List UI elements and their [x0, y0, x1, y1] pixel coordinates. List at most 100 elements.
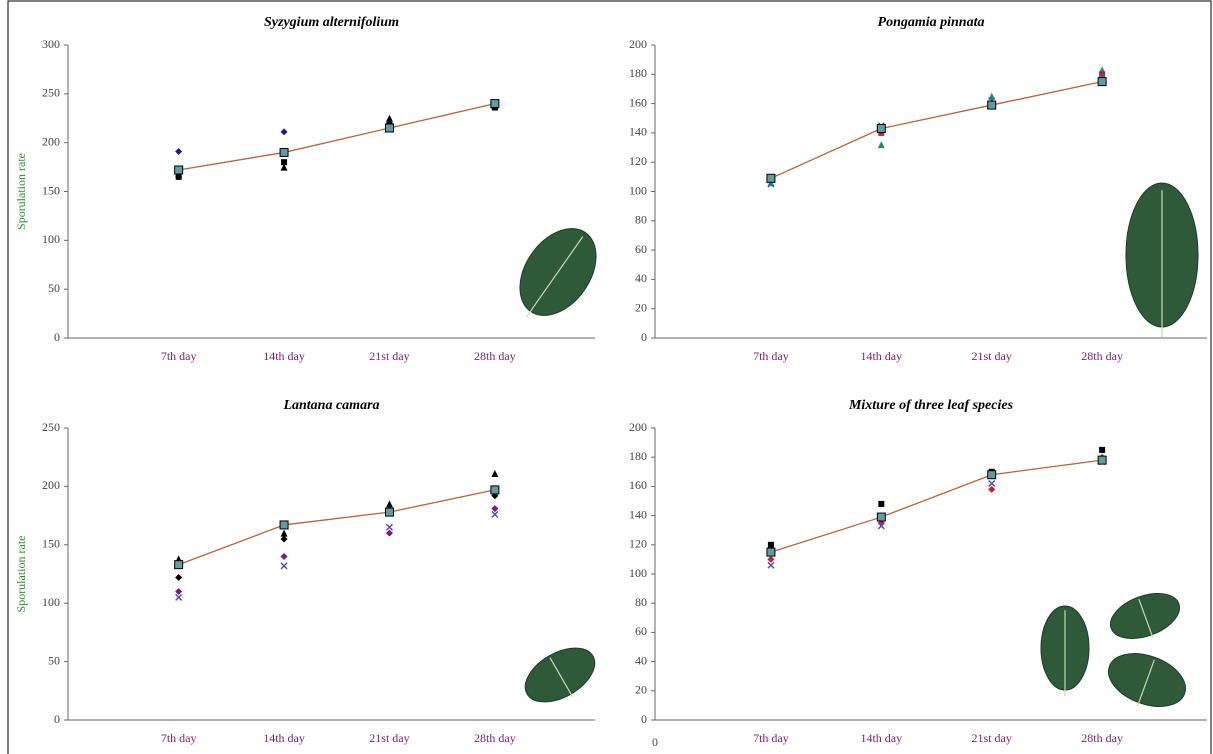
y-tick-label: 180 — [629, 66, 647, 80]
x-tick-label: 14th day — [860, 349, 902, 363]
point — [280, 552, 288, 560]
y-tick-label: 40 — [635, 271, 647, 285]
y-tick-label: 80 — [635, 213, 647, 227]
point — [767, 555, 775, 563]
point — [385, 114, 393, 122]
point — [385, 529, 393, 537]
point — [491, 470, 499, 478]
x-tick-label: 7th day — [753, 731, 789, 745]
point — [491, 510, 499, 518]
leaf-image — [519, 228, 597, 318]
point — [281, 159, 288, 166]
point — [175, 574, 183, 582]
mean-point — [876, 512, 886, 522]
y-tick-label: 50 — [48, 281, 60, 295]
chart-title: Mixture of three leaf species — [848, 398, 1014, 413]
point — [767, 561, 775, 569]
x-tick-label: 7th day — [753, 349, 789, 363]
point — [877, 522, 885, 530]
y-tick-label: 20 — [635, 683, 647, 697]
mean-line — [770, 80, 1103, 179]
mean-point — [1097, 455, 1107, 465]
mean-point — [1097, 77, 1107, 87]
mean-point — [174, 165, 184, 175]
mean-line — [770, 459, 1103, 553]
y-tick-label: 120 — [629, 537, 647, 551]
mean-line — [178, 489, 496, 566]
y-tick-label: 250 — [42, 86, 60, 100]
mean-point — [876, 124, 886, 134]
mean-point — [384, 507, 394, 517]
point — [280, 562, 288, 570]
chart-title: Lantana camara — [282, 398, 379, 413]
x-tick-label: 21st day — [369, 349, 409, 363]
x-tick-label: 14th day — [263, 349, 305, 363]
leaf-image — [1108, 653, 1186, 707]
mean-point — [490, 99, 500, 109]
y-tick-label: 160 — [629, 95, 647, 109]
point — [280, 128, 288, 136]
y-tick-label: 200 — [629, 420, 647, 434]
x-tick-label: 28th day — [1081, 731, 1123, 745]
y-tick-label: 40 — [635, 653, 647, 667]
y-tick-label: 200 — [42, 134, 60, 148]
point — [175, 588, 183, 596]
y-tick-label: 150 — [42, 183, 60, 197]
x-tick-label: 14th day — [860, 731, 902, 745]
point — [1099, 71, 1106, 78]
y-tick-label: 250 — [42, 420, 60, 434]
point — [385, 523, 393, 531]
y-tick-label: 0 — [641, 712, 647, 726]
point — [280, 163, 288, 171]
x-tick-label: 21st day — [369, 731, 409, 745]
x-tick-label: 21st day — [972, 731, 1012, 745]
point — [491, 505, 499, 513]
mean-point — [384, 123, 394, 133]
annotation: 0 — [652, 735, 658, 749]
leaf-vein — [525, 236, 584, 318]
y-tick-label: 120 — [629, 154, 647, 168]
x-tick-label: 28th day — [474, 349, 516, 363]
point — [767, 541, 774, 548]
y-tick-label: 100 — [42, 232, 60, 246]
point — [280, 529, 288, 537]
mean-point — [766, 173, 776, 183]
y-axis-label: Sporulation rate — [14, 536, 28, 613]
leaf-vein — [549, 657, 574, 698]
y-tick-label: 100 — [629, 183, 647, 197]
chart-title: Syzygium alternifolium — [264, 15, 399, 30]
mean-point — [279, 147, 289, 157]
y-tick-label: 60 — [635, 624, 647, 638]
y-tick-label: 300 — [42, 37, 60, 51]
mean-point — [987, 100, 997, 110]
point — [988, 479, 996, 487]
y-tick-label: 200 — [629, 37, 647, 51]
mean-point — [279, 520, 289, 530]
y-tick-label: 100 — [42, 595, 60, 609]
y-tick-label: 0 — [54, 330, 60, 344]
x-tick-label: 21st day — [972, 349, 1012, 363]
y-tick-label: 160 — [629, 478, 647, 492]
point — [280, 535, 288, 543]
mean-point — [490, 485, 500, 495]
x-tick-label: 14th day — [263, 731, 305, 745]
frame — [7, 0, 1212, 754]
leaf-image — [1040, 605, 1090, 697]
x-tick-label: 7th day — [161, 731, 197, 745]
point — [175, 593, 183, 601]
y-axis-label: Sporulation rate — [14, 153, 28, 230]
y-tick-label: 200 — [42, 478, 60, 492]
leaf-image — [1109, 593, 1181, 639]
point — [877, 141, 885, 149]
y-tick-label: 140 — [629, 125, 647, 139]
mean-point — [766, 547, 776, 557]
y-tick-label: 20 — [635, 300, 647, 314]
y-tick-label: 150 — [42, 537, 60, 551]
point — [385, 500, 393, 508]
leaf-image — [1125, 182, 1199, 338]
y-tick-label: 60 — [635, 242, 647, 256]
point — [1099, 446, 1106, 453]
point — [878, 500, 885, 507]
x-tick-label: 28th day — [474, 731, 516, 745]
